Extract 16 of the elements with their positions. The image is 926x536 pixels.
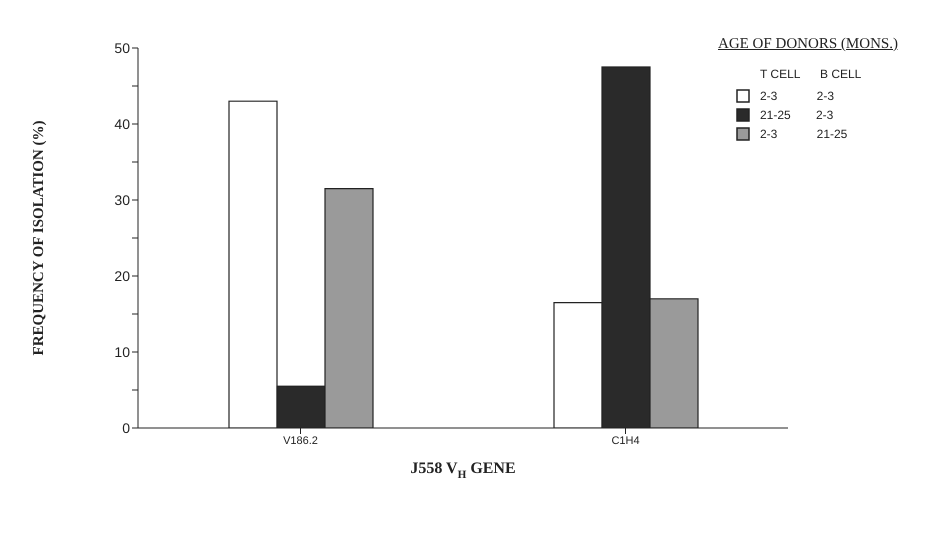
y-tick-label: 10 [114, 344, 130, 360]
y-tick-label: 0 [122, 420, 130, 436]
x-tick-label: C1H4 [611, 434, 640, 447]
legend-label: 2-3 2-3 [760, 89, 834, 103]
y-tick-label: 50 [114, 40, 130, 56]
x-axis-title: J558 V$_{H}$ GENE [410, 460, 516, 481]
x-tick-label: V186.2 [283, 434, 318, 447]
legend-title: AGE OF DONORS (MONS.) [718, 36, 898, 53]
legend-label: 21-25 2-3 [760, 108, 834, 122]
y-tick-label: 30 [114, 192, 130, 208]
legend-label: 2-3 21-25 [760, 127, 848, 141]
y-axis-title: FREQUENCY OF ISOLATION (%) [31, 120, 47, 356]
text: B CELL [820, 67, 862, 81]
y-tick-label: 20 [114, 268, 130, 284]
annotation: T CELL [760, 67, 802, 81]
y-tick-label: 40 [114, 116, 130, 132]
